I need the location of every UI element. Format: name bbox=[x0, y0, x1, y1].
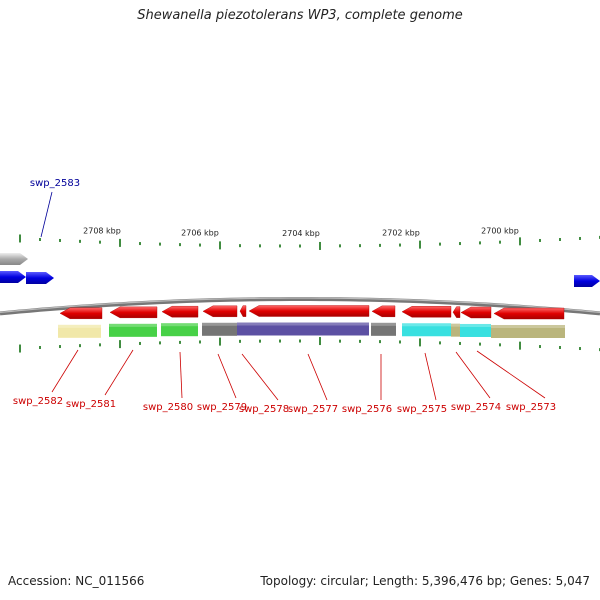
gene-arrow-forward bbox=[0, 271, 26, 283]
cog-category-bar bbox=[58, 324, 101, 338]
cog-category-bar bbox=[460, 323, 491, 337]
gene-leader-line bbox=[476, 350, 546, 399]
map-title: Shewanella piezotolerans WP3, complete g… bbox=[137, 8, 463, 23]
gene-leader-line bbox=[179, 351, 183, 399]
ruler-tick-label: 2704 kbp bbox=[282, 229, 320, 238]
gene-arrow-reverse bbox=[493, 307, 565, 320]
accession-text: Accession: NC_011566 bbox=[8, 574, 145, 588]
ruler-tick-label: 2706 kbp bbox=[181, 228, 219, 237]
gene-label-swp_2579: swp_2579 bbox=[197, 402, 247, 413]
gene-leader-line bbox=[217, 353, 237, 399]
gene-leader-line bbox=[40, 191, 53, 238]
gene-label-swp_2581: swp_2581 bbox=[66, 399, 116, 410]
gene-leader-line bbox=[241, 353, 279, 401]
genome-summary-text: Topology: circular; Length: 5,396,476 bp… bbox=[260, 574, 590, 588]
cog-category-bar-highlight bbox=[237, 322, 369, 326]
gene-label-swp_2577: swp_2577 bbox=[288, 404, 338, 415]
cog-category-bar-highlight bbox=[202, 322, 237, 326]
gene-arrow-forward bbox=[574, 275, 600, 287]
cog-category-bar-highlight bbox=[451, 323, 460, 327]
gene-arrow-swp_2583 bbox=[0, 253, 28, 265]
gene-arrow-reverse bbox=[161, 305, 199, 318]
gene-arrow-reverse bbox=[239, 305, 247, 317]
cog-category-bar bbox=[161, 323, 198, 337]
cog-category-bar bbox=[451, 323, 460, 337]
cog-category-bar-highlight bbox=[161, 323, 198, 327]
gene-arrow-reverse bbox=[202, 305, 238, 318]
cog-category-bar bbox=[402, 323, 451, 337]
cog-category-bar-highlight bbox=[58, 324, 101, 328]
cog-category-bar bbox=[491, 324, 565, 338]
gene-leader-line bbox=[424, 352, 437, 401]
gene-label-swp_2574: swp_2574 bbox=[451, 402, 501, 413]
gene-label-swp_2575: swp_2575 bbox=[397, 404, 447, 415]
cog-category-bar-highlight bbox=[491, 324, 565, 328]
cog-category-bar bbox=[371, 322, 396, 336]
gene-arrow-reverse bbox=[460, 306, 492, 319]
gene-arrow-reverse bbox=[248, 305, 370, 317]
cog-category-bar-highlight bbox=[109, 323, 157, 327]
gene-label-swp_2573: swp_2573 bbox=[506, 402, 556, 413]
cog-category-bar-highlight bbox=[460, 323, 491, 327]
gene-arrow-reverse bbox=[59, 307, 103, 320]
chromosome-backbone-highlight bbox=[0, 297, 600, 313]
ruler-tick-label: 2702 kbp bbox=[382, 228, 420, 237]
gene-label-swp_2576: swp_2576 bbox=[342, 404, 392, 415]
gene-arrow-reverse bbox=[371, 305, 396, 318]
chromosome-backbone bbox=[0, 297, 600, 316]
gene-leader-line bbox=[455, 351, 491, 399]
gene-leader-line bbox=[104, 349, 134, 396]
gene-arrow-reverse bbox=[109, 306, 158, 319]
gene-arrow-forward bbox=[26, 272, 54, 284]
cog-category-bar bbox=[237, 322, 369, 336]
gene-label-swp_2578: swp_2578 bbox=[239, 404, 289, 415]
gene-arrow-reverse bbox=[401, 306, 452, 318]
ruler-tick-label: 2700 kbp bbox=[481, 226, 519, 235]
cog-category-bar bbox=[202, 322, 237, 336]
gene-label-swp_2583: swp_2583 bbox=[30, 178, 80, 189]
cog-category-bar-highlight bbox=[371, 322, 396, 326]
gene-label-swp_2582: swp_2582 bbox=[13, 396, 63, 407]
gene-leader-line bbox=[51, 349, 79, 393]
ruler-tick-label: 2708 kbp bbox=[83, 226, 121, 235]
gene-leader-line bbox=[307, 353, 328, 401]
gene-label-swp_2580: swp_2580 bbox=[143, 402, 193, 413]
cog-category-bar bbox=[109, 323, 157, 337]
cog-category-bar-highlight bbox=[402, 323, 451, 327]
gene-arrow-reverse bbox=[452, 306, 461, 318]
